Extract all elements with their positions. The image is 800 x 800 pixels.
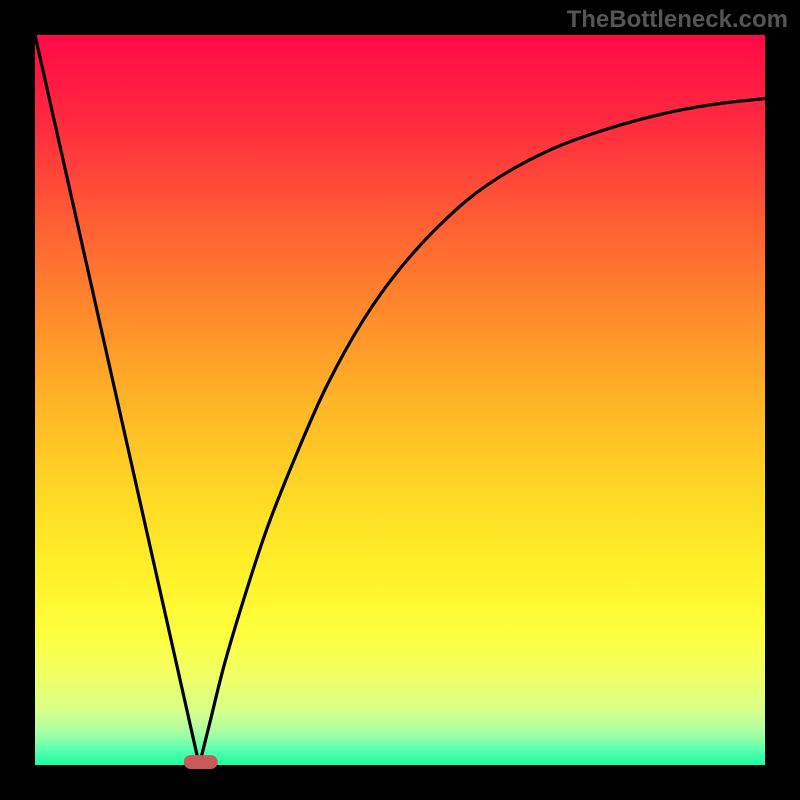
optimal-point-marker (184, 755, 218, 769)
plot-gradient-background (35, 35, 765, 765)
chart-svg (0, 0, 800, 800)
chart-container: TheBottleneck.com (0, 0, 800, 800)
watermark-text: TheBottleneck.com (567, 6, 788, 34)
